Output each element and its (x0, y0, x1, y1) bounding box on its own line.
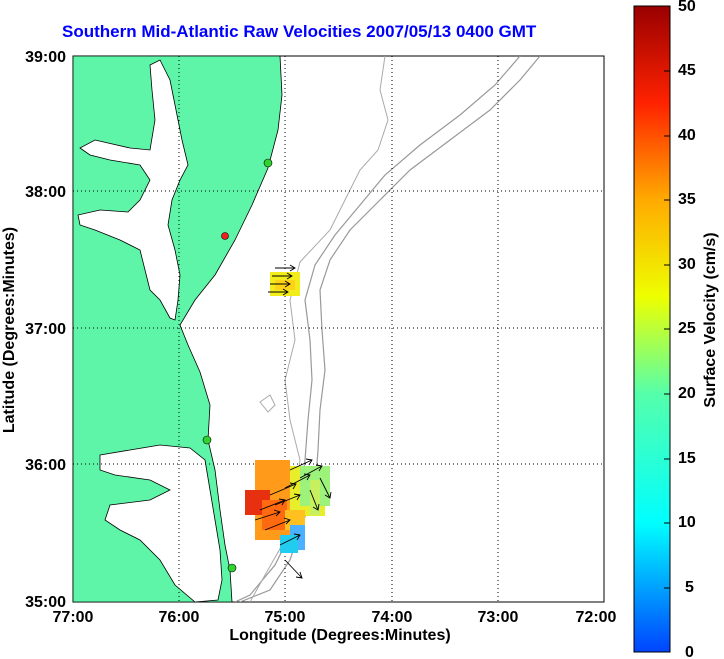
x-axis-label: Longitude (Degrees:Minutes) (229, 627, 450, 644)
x-tick: 74:00 (372, 609, 413, 626)
pamlico-sound (99, 444, 223, 602)
x-tick: 76:00 (159, 609, 200, 626)
y-axis-label: Latitude (Degrees:Minutes) (1, 227, 18, 433)
y-tick: 36:00 (25, 457, 66, 474)
colorbar-label: Surface Velocity (cm/s) (702, 232, 719, 407)
map-title: Southern Mid-Atlantic Raw Velocities 200… (62, 22, 537, 41)
station-marker (202, 435, 212, 445)
svg-text:25: 25 (678, 320, 696, 337)
y-tick: 37:00 (25, 321, 66, 338)
colorbar-tick-marks (664, 70, 670, 589)
colorbar-ticks: 50 45 40 35 30 25 20 15 10 5 0 (678, 0, 696, 659)
x-tick: 73:00 (478, 609, 519, 626)
svg-text:35: 35 (678, 191, 696, 208)
svg-text:45: 45 (678, 62, 696, 79)
grid (73, 56, 604, 602)
bathymetry-contour (259, 394, 276, 413)
svg-text:5: 5 (685, 579, 694, 596)
svg-text:0: 0 (685, 644, 694, 659)
svg-text:40: 40 (678, 127, 696, 144)
svg-text:50: 50 (678, 0, 696, 15)
y-tick-labels: 39:00 38:00 37:00 36:00 35:00 (25, 49, 66, 611)
station-marker (263, 158, 273, 168)
station-marker (221, 232, 229, 240)
svg-text:20: 20 (678, 385, 696, 402)
x-tick: 77:00 (53, 609, 94, 626)
svg-text:15: 15 (678, 450, 696, 467)
y-tick: 39:00 (25, 49, 66, 66)
station-marker (227, 563, 237, 573)
chesapeake-bay (77, 59, 189, 321)
svg-text:10: 10 (678, 514, 696, 531)
x-tick: 75:00 (265, 609, 306, 626)
current-vectors (254, 264, 332, 579)
stations (202, 158, 273, 573)
svg-text:30: 30 (678, 256, 696, 273)
x-tick: 72:00 (576, 609, 617, 626)
y-tick: 38:00 (25, 184, 66, 201)
y-tick: 35:00 (25, 594, 66, 611)
x-tick-labels: 77:00 76:00 75:00 74:00 73:00 72:00 (53, 609, 617, 626)
